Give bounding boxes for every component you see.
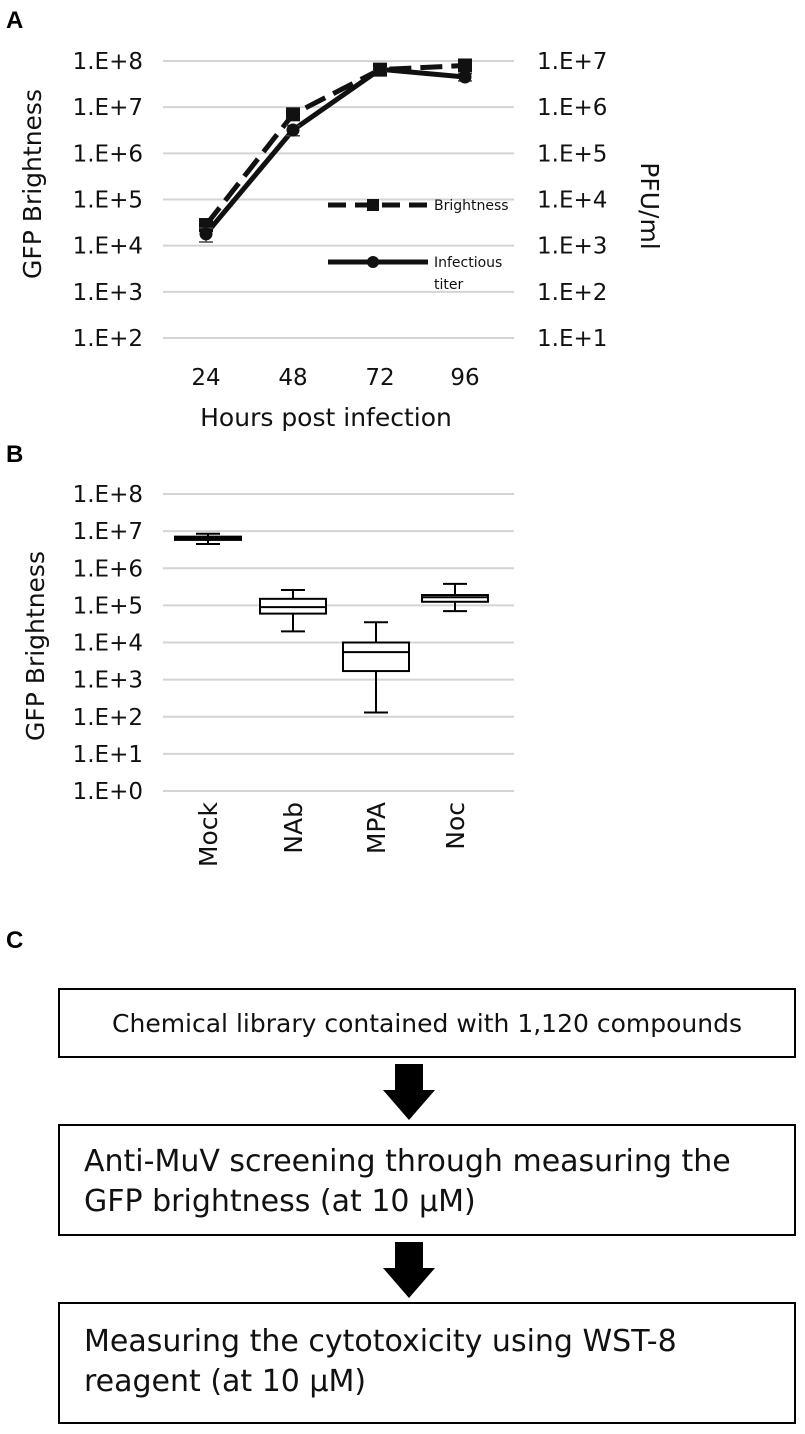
chart-b-boxes (174, 532, 489, 714)
chart-a-y2-tick-label: 1.E+7 (537, 49, 607, 75)
chart-b-y-tick-label: 1.E+6 (73, 556, 143, 582)
chart-b-y-tick-label: 1.E+7 (73, 519, 143, 545)
chart-a-x-tick-label: 24 (191, 365, 220, 391)
chart-a-gridlines (163, 60, 514, 339)
chart-a-y2-ticks: 1.E+7 1.E+6 1.E+5 1.E+4 1.E+3 1.E+2 1.E+1 (537, 49, 607, 352)
box-iqr (421, 594, 489, 603)
down-arrow-icon (383, 1064, 435, 1120)
chart-a-y2-tick-label: 1.E+1 (537, 326, 607, 352)
chart-a-y-tick-label: 1.E+2 (73, 326, 143, 352)
chart-b-x-tick-label: Mock (194, 801, 223, 867)
chart-a-y-tick-label: 1.E+3 (73, 280, 143, 306)
chart-b-y-tick-label: 1.E+4 (73, 631, 143, 657)
chart-a-y-axis-label: GFP Brightness (18, 89, 47, 279)
panel-label-a: A (6, 7, 23, 34)
series-titer-point (286, 123, 300, 137)
series-titer-point (199, 227, 213, 241)
chart-b-y-tick-label: 1.E+5 (73, 593, 143, 619)
series-titer-point (458, 70, 472, 84)
panel-label-b: B (6, 441, 23, 468)
chart-a-y-tick-label: 1.E+6 (73, 141, 143, 167)
series-titer-line (204, 66, 466, 236)
chart-a-y-ticks: 1.E+8 1.E+7 1.E+6 1.E+5 1.E+4 1.E+3 1.E+2 (73, 49, 143, 352)
chart-a-y2-tick-label: 1.E+3 (537, 234, 607, 260)
chart-a-y-tick-label: 1.E+8 (73, 49, 143, 75)
flow-step-2-text: Anti-MuV screening through measuring the… (84, 1144, 731, 1219)
chart-a-y2-tick-label: 1.E+5 (537, 141, 607, 167)
flow-step-2: Anti-MuV screening through measuring the… (58, 1124, 796, 1236)
down-arrow-icon (383, 1242, 435, 1298)
chart-b-x-tick-label: Noc (441, 802, 470, 850)
panel-label-c: C (6, 927, 23, 954)
chart-b-y-tick-label: 1.E+8 (73, 482, 143, 508)
chart-a-y-tick-label: 1.E+4 (73, 234, 143, 260)
chart-a-legend: Brightness Infectious titer (328, 198, 509, 293)
chart-b-x-tick-label: NAb (279, 802, 308, 854)
chart-a-y2-tick-label: 1.E+2 (537, 280, 607, 306)
chart-b-y-ticks: 1.E+8 1.E+7 1.E+6 1.E+5 1.E+4 1.E+3 1.E+2 1.E+1… (73, 482, 143, 805)
chart-b-x-tick-label: MPA (362, 802, 391, 854)
chart-a-y2-tick-label: 1.E+4 (537, 188, 607, 214)
chart-a-y-tick-label: 1.E+7 (73, 95, 143, 121)
chart-a-y2-axis-label: PFU/ml (635, 162, 664, 249)
chart-a-x-ticks: 24 48 72 96 (191, 365, 479, 391)
legend-brightness-marker (367, 199, 379, 211)
chart-a-series (199, 58, 472, 243)
chart-a-x-tick-label: 48 (278, 365, 307, 391)
chart-a: 1.E+8 1.E+7 1.E+6 1.E+5 1.E+4 1.E+3 1.E+2 1.E+… (18, 49, 664, 432)
chart-a-x-axis-label: Hours post infection (200, 403, 452, 432)
chart-b-y-axis-label: GFP Brightness (21, 551, 50, 741)
legend-brightness-label: Brightness (434, 198, 509, 214)
series-titer-point (373, 62, 387, 76)
chart-a-x-tick-label: 96 (450, 365, 479, 391)
chart-b-y-tick-label: 1.E+1 (73, 742, 143, 768)
chart-b-y-tick-label: 1.E+3 (73, 668, 143, 694)
chart-b-y-tick-label: 1.E+2 (73, 705, 143, 731)
flow-step-3: Measuring the cytotoxicity using WST-8 r… (58, 1302, 796, 1424)
box-iqr (342, 641, 410, 673)
chart-b: 1.E+8 1.E+7 1.E+6 1.E+5 1.E+4 1.E+3 1.E+2 1.E+1… (21, 482, 514, 867)
chart-a-y2-tick-label: 1.E+6 (537, 95, 607, 121)
series-brightness-line (204, 63, 466, 227)
chart-a-y-tick-label: 1.E+5 (73, 188, 143, 214)
chart-b-y-tick-label: 1.E+0 (73, 779, 143, 805)
chart-b-x-ticks: Mock NAb MPA Noc (194, 801, 470, 867)
legend-titer-label: Infectious titer (434, 255, 507, 293)
flow-step-3-text: Measuring the cytotoxicity using WST-8 r… (84, 1324, 677, 1399)
series-brightness-point (458, 58, 472, 73)
series-brightness-point (286, 107, 300, 122)
chart-a-x-tick-label: 72 (365, 365, 394, 391)
flow-step-1-text: Chemical library contained with 1,120 co… (112, 1008, 742, 1038)
flow-step-1: Chemical library contained with 1,120 co… (58, 988, 796, 1058)
legend-titer-marker (367, 256, 379, 268)
